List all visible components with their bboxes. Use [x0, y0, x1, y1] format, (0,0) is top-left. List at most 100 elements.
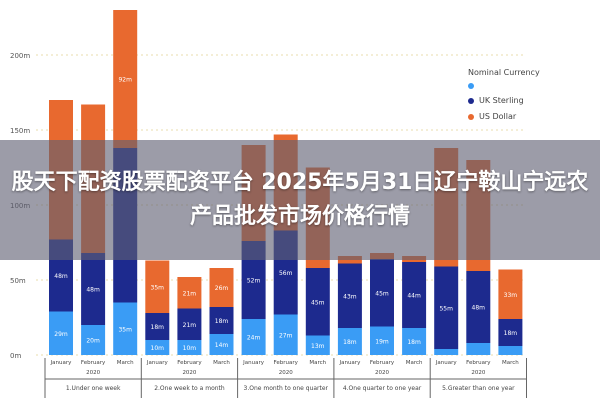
- x-tick-label: February: [177, 360, 202, 366]
- bar-data-label: 27m: [279, 332, 293, 339]
- bar-segment: [402, 262, 427, 328]
- bar-data-label: 18m: [343, 339, 357, 346]
- bar-segment: [370, 326, 394, 355]
- bar-data-label: 35m: [151, 284, 165, 291]
- bar-data-label: 14m: [215, 342, 229, 349]
- group-label: 3.One month to one quarter: [244, 385, 329, 392]
- bar-segment: [177, 277, 202, 309]
- bar-segment: [337, 328, 362, 355]
- x-tick-label: March: [309, 360, 326, 366]
- y-tick-label: 50m: [10, 277, 26, 285]
- bar-segment: [273, 314, 298, 355]
- x-tick-label: February: [466, 360, 491, 366]
- bar-data-label: 21m: [183, 322, 197, 329]
- bar-data-label: 48m: [472, 305, 486, 312]
- legend-label: UK Sterling: [479, 96, 524, 105]
- bar-segment: [145, 340, 170, 355]
- bar-data-label: 13m: [311, 343, 325, 350]
- bar-data-label: 45m: [375, 290, 389, 297]
- legend-item: UK Sterling: [468, 96, 540, 105]
- bar-segment: [402, 328, 427, 355]
- bar-data-label: 43m: [343, 293, 357, 300]
- title-overlay: 股天下配资股票配资平台 2025年5月31日辽宁鞍山宁远农产品批发市场价格行情: [0, 140, 600, 260]
- bar-data-label: 18m: [407, 339, 421, 346]
- bar-data-label: 35m: [118, 326, 132, 333]
- bar-data-label: 26m: [215, 285, 229, 292]
- bar-segment: [81, 253, 106, 325]
- bar-segment: [498, 269, 523, 319]
- bar-data-label: 20m: [86, 338, 100, 345]
- bar-data-label: 10m: [183, 345, 197, 352]
- x-tick-label: February: [81, 360, 106, 366]
- bar-data-label: 29m: [54, 331, 68, 338]
- group-label: 1.Under one week: [66, 385, 121, 392]
- bar-segment: [113, 10, 138, 148]
- bar-data-label: 18m: [151, 324, 165, 331]
- bar-segment: [434, 349, 459, 355]
- bar-data-label: 21m: [183, 290, 197, 297]
- y-tick-label: 200m: [10, 52, 30, 60]
- x-tick-label: March: [502, 360, 519, 366]
- bar-data-label: 48m: [86, 287, 100, 294]
- x-tick-label: March: [117, 360, 134, 366]
- bar-segment: [81, 325, 106, 355]
- bar-data-label: 52m: [247, 278, 261, 285]
- x-tick-label: March: [406, 360, 423, 366]
- bar-segment: [145, 313, 170, 340]
- bar-segment: [177, 308, 202, 340]
- bar-data-label: 18m: [215, 318, 229, 325]
- bar-segment: [466, 343, 491, 355]
- year-label: 2020: [471, 370, 485, 376]
- bar-data-label: 10m: [151, 345, 165, 352]
- legend-dot: [468, 83, 474, 89]
- legend-dot: [468, 97, 474, 104]
- bar-segment: [370, 259, 394, 327]
- legend-item: [468, 83, 540, 89]
- bar-data-label: 33m: [504, 292, 518, 299]
- bar-segment: [498, 319, 523, 346]
- year-label: 2020: [182, 370, 196, 376]
- y-tick-label: 150m: [10, 127, 30, 135]
- page-title: 股天下配资股票配资平台 2025年5月31日辽宁鞍山宁远农产品批发市场价格行情: [11, 170, 589, 229]
- bar-segment: [337, 263, 362, 328]
- bar-data-label: 18m: [504, 330, 518, 337]
- x-tick-label: January: [50, 360, 73, 366]
- bar-segment: [113, 302, 138, 355]
- legend: Nominal Currency UK Sterling US Dollar: [468, 68, 540, 128]
- x-tick-label: February: [274, 360, 299, 366]
- year-label: 2020: [375, 370, 389, 376]
- bar-segment: [209, 268, 234, 307]
- bar-data-label: 24m: [247, 335, 261, 342]
- bar-data-label: 55m: [439, 305, 453, 312]
- bar-segment: [49, 311, 73, 355]
- bar-segment: [241, 319, 266, 355]
- bar-data-label: 48m: [54, 273, 68, 280]
- bar-segment: [466, 271, 491, 343]
- legend-item: US Dollar: [468, 112, 540, 121]
- year-label: 2020: [86, 370, 100, 376]
- bar-segment: [209, 334, 234, 355]
- bar-segment: [498, 346, 523, 355]
- x-tick-label: January: [146, 360, 169, 366]
- bar-segment: [209, 307, 234, 334]
- y-tick-label: 0m: [10, 352, 21, 360]
- group-label: 4.One quarter to one year: [343, 385, 422, 392]
- bar-data-label: 56m: [279, 270, 293, 277]
- bar-segment: [305, 335, 330, 355]
- group-label: 5.Greater than one year: [442, 385, 515, 392]
- x-tick-label: February: [370, 360, 395, 366]
- bar-data-label: 19m: [375, 338, 389, 345]
- bar-segment: [434, 266, 459, 349]
- group-label: 2.One week to a month: [154, 385, 225, 392]
- x-tick-label: January: [435, 360, 458, 366]
- legend-dot: [468, 113, 474, 120]
- x-tick-label: March: [213, 360, 230, 366]
- bar-segment: [177, 340, 202, 355]
- x-tick-label: January: [242, 360, 265, 366]
- bar-segment: [305, 268, 330, 336]
- bar-segment: [145, 260, 170, 313]
- bar-data-label: 45m: [311, 299, 325, 306]
- legend-label: US Dollar: [479, 112, 517, 121]
- legend-title: Nominal Currency: [468, 68, 540, 77]
- x-tick-label: January: [338, 360, 361, 366]
